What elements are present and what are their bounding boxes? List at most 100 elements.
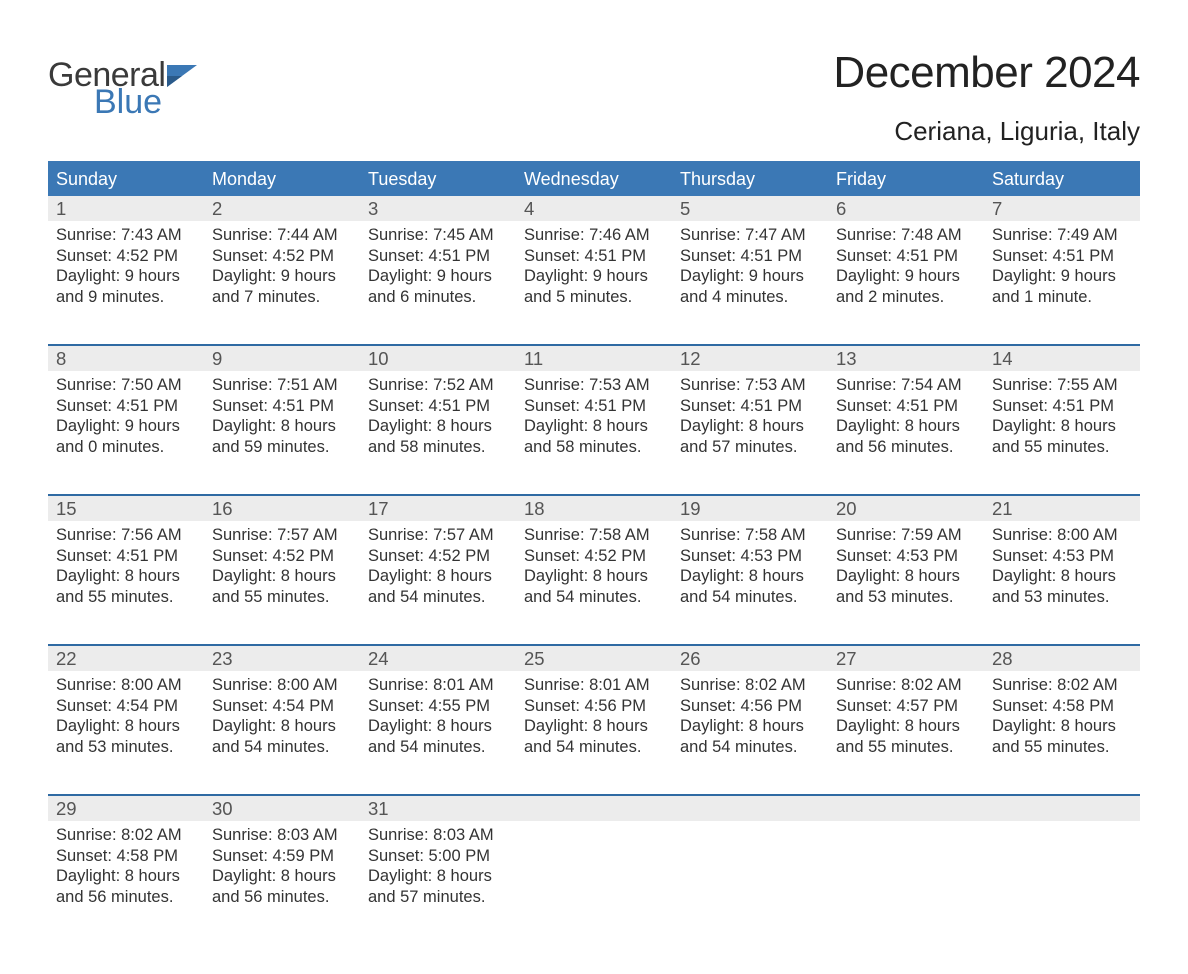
sunset-line: Sunset: 4:52 PM <box>212 546 352 567</box>
logo-word-blue: Blue <box>94 87 197 118</box>
daylight-line: Daylight: 8 hours <box>368 566 508 587</box>
daylight-line: and 54 minutes. <box>680 737 820 758</box>
day-number <box>516 796 672 821</box>
daylight-line: Daylight: 9 hours <box>992 266 1132 287</box>
day-number: 7 <box>984 196 1140 221</box>
sunset-line: Sunset: 4:51 PM <box>368 396 508 417</box>
sunrise-line: Sunrise: 7:57 AM <box>212 525 352 546</box>
daylight-line: and 57 minutes. <box>680 437 820 458</box>
daylight-line: Daylight: 8 hours <box>368 416 508 437</box>
sunrise-line: Sunrise: 7:51 AM <box>212 375 352 396</box>
day-number: 21 <box>984 496 1140 521</box>
sunset-line: Sunset: 4:51 PM <box>680 396 820 417</box>
day-number: 14 <box>984 346 1140 371</box>
sunset-line: Sunset: 4:58 PM <box>992 696 1132 717</box>
calendar-day <box>984 796 1140 914</box>
calendar-week: 29Sunrise: 8:02 AMSunset: 4:58 PMDayligh… <box>48 794 1140 914</box>
daylight-line: Daylight: 8 hours <box>992 566 1132 587</box>
calendar-day: 23Sunrise: 8:00 AMSunset: 4:54 PMDayligh… <box>204 646 360 764</box>
day-header: Monday <box>204 163 360 196</box>
sunset-line: Sunset: 4:58 PM <box>56 846 196 867</box>
sunrise-line: Sunrise: 8:00 AM <box>56 675 196 696</box>
daylight-line: Daylight: 9 hours <box>836 266 976 287</box>
sunrise-line: Sunrise: 7:59 AM <box>836 525 976 546</box>
sunset-line: Sunset: 4:51 PM <box>524 396 664 417</box>
daylight-line: and 56 minutes. <box>56 887 196 908</box>
location-subtitle: Ceriana, Liguria, Italy <box>833 116 1140 147</box>
sunset-line: Sunset: 4:55 PM <box>368 696 508 717</box>
calendar-day: 28Sunrise: 8:02 AMSunset: 4:58 PMDayligh… <box>984 646 1140 764</box>
day-number <box>828 796 984 821</box>
day-number: 15 <box>48 496 204 521</box>
daylight-line: Daylight: 8 hours <box>56 866 196 887</box>
calendar-week: 1Sunrise: 7:43 AMSunset: 4:52 PMDaylight… <box>48 196 1140 314</box>
weeks-container: 1Sunrise: 7:43 AMSunset: 4:52 PMDaylight… <box>48 196 1140 914</box>
sunrise-line: Sunrise: 7:49 AM <box>992 225 1132 246</box>
daylight-line: Daylight: 9 hours <box>212 266 352 287</box>
day-number: 30 <box>204 796 360 821</box>
sunset-line: Sunset: 4:51 PM <box>680 246 820 267</box>
sunset-line: Sunset: 4:53 PM <box>836 546 976 567</box>
day-number: 11 <box>516 346 672 371</box>
sunrise-line: Sunrise: 7:54 AM <box>836 375 976 396</box>
day-header: Thursday <box>672 163 828 196</box>
daylight-line: Daylight: 8 hours <box>56 716 196 737</box>
calendar-day: 8Sunrise: 7:50 AMSunset: 4:51 PMDaylight… <box>48 346 204 464</box>
day-number: 13 <box>828 346 984 371</box>
daylight-line: and 58 minutes. <box>368 437 508 458</box>
day-number <box>984 796 1140 821</box>
calendar-day: 9Sunrise: 7:51 AMSunset: 4:51 PMDaylight… <box>204 346 360 464</box>
daylight-line: and 55 minutes. <box>212 587 352 608</box>
day-number: 29 <box>48 796 204 821</box>
sunrise-line: Sunrise: 8:02 AM <box>836 675 976 696</box>
daylight-line: Daylight: 9 hours <box>524 266 664 287</box>
daylight-line: Daylight: 8 hours <box>524 716 664 737</box>
daylight-line: and 55 minutes. <box>56 587 196 608</box>
sunrise-line: Sunrise: 8:00 AM <box>992 525 1132 546</box>
day-number: 17 <box>360 496 516 521</box>
day-number: 8 <box>48 346 204 371</box>
day-number: 26 <box>672 646 828 671</box>
calendar-day: 6Sunrise: 7:48 AMSunset: 4:51 PMDaylight… <box>828 196 984 314</box>
sunrise-line: Sunrise: 7:55 AM <box>992 375 1132 396</box>
sunrise-line: Sunrise: 7:44 AM <box>212 225 352 246</box>
calendar-day: 11Sunrise: 7:53 AMSunset: 4:51 PMDayligh… <box>516 346 672 464</box>
daylight-line: Daylight: 8 hours <box>836 416 976 437</box>
calendar-day: 30Sunrise: 8:03 AMSunset: 4:59 PMDayligh… <box>204 796 360 914</box>
sunrise-line: Sunrise: 7:48 AM <box>836 225 976 246</box>
daylight-line: and 0 minutes. <box>56 437 196 458</box>
sunset-line: Sunset: 4:51 PM <box>212 396 352 417</box>
sunrise-line: Sunrise: 7:45 AM <box>368 225 508 246</box>
sunrise-line: Sunrise: 7:58 AM <box>524 525 664 546</box>
daylight-line: and 6 minutes. <box>368 287 508 308</box>
day-number: 22 <box>48 646 204 671</box>
day-number: 12 <box>672 346 828 371</box>
title-block: December 2024 Ceriana, Liguria, Italy <box>833 48 1140 147</box>
day-number: 2 <box>204 196 360 221</box>
day-number: 10 <box>360 346 516 371</box>
daylight-line: Daylight: 8 hours <box>212 416 352 437</box>
day-number: 27 <box>828 646 984 671</box>
sunset-line: Sunset: 4:59 PM <box>212 846 352 867</box>
daylight-line: Daylight: 8 hours <box>212 866 352 887</box>
day-header: Sunday <box>48 163 204 196</box>
calendar-day: 17Sunrise: 7:57 AMSunset: 4:52 PMDayligh… <box>360 496 516 614</box>
sunrise-line: Sunrise: 8:03 AM <box>368 825 508 846</box>
daylight-line: and 54 minutes. <box>368 587 508 608</box>
daylight-line: and 56 minutes. <box>836 437 976 458</box>
calendar-day: 16Sunrise: 7:57 AMSunset: 4:52 PMDayligh… <box>204 496 360 614</box>
day-header: Friday <box>828 163 984 196</box>
day-number <box>672 796 828 821</box>
sunrise-line: Sunrise: 7:52 AM <box>368 375 508 396</box>
sunset-line: Sunset: 5:00 PM <box>368 846 508 867</box>
calendar-day: 20Sunrise: 7:59 AMSunset: 4:53 PMDayligh… <box>828 496 984 614</box>
day-number: 6 <box>828 196 984 221</box>
calendar-day <box>516 796 672 914</box>
calendar-day: 5Sunrise: 7:47 AMSunset: 4:51 PMDaylight… <box>672 196 828 314</box>
sunrise-line: Sunrise: 7:43 AM <box>56 225 196 246</box>
logo: General Blue <box>48 48 197 117</box>
sunrise-line: Sunrise: 7:58 AM <box>680 525 820 546</box>
sunset-line: Sunset: 4:56 PM <box>524 696 664 717</box>
day-header: Saturday <box>984 163 1140 196</box>
daylight-line: and 58 minutes. <box>524 437 664 458</box>
